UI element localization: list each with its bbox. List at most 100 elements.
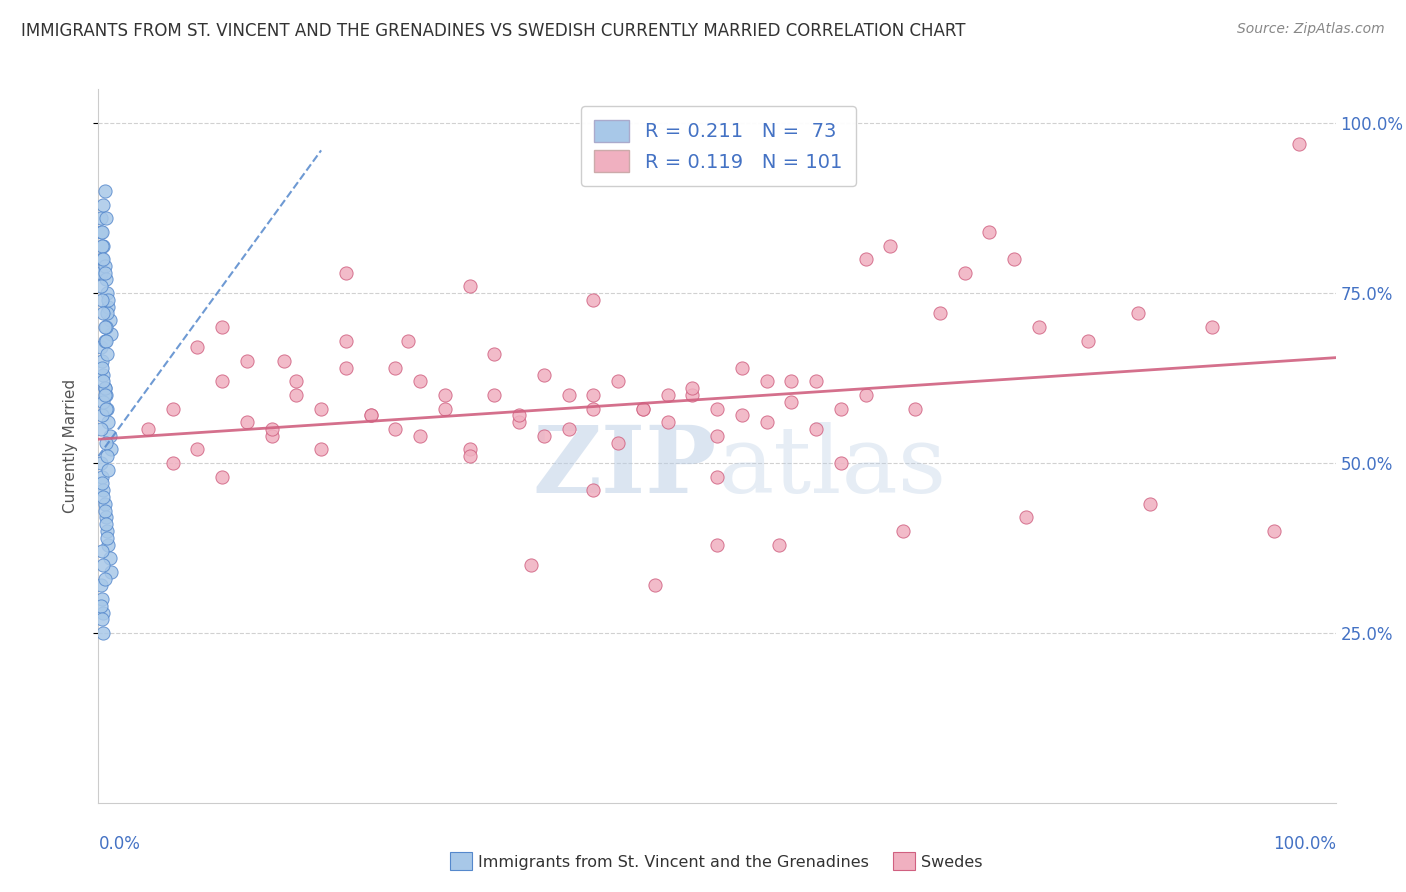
Text: Swedes: Swedes: [921, 855, 983, 870]
Point: [90, 341, 112, 355]
Text: IMMIGRANTS FROM ST. VINCENT AND THE GRENADINES VS SWEDISH CURRENTLY MARRIED CORR: IMMIGRANTS FROM ST. VINCENT AND THE GREN…: [21, 22, 966, 40]
Point: [285, 375, 308, 389]
Point: [1126, 306, 1149, 320]
Point: [904, 401, 927, 416]
Point: [97, 537, 120, 551]
Point: [681, 388, 703, 402]
Point: [93, 490, 115, 504]
Point: [855, 252, 877, 266]
Point: [100, 326, 122, 341]
Point: [93, 558, 115, 572]
Point: [706, 469, 728, 483]
Point: [94, 401, 117, 416]
Point: [93, 503, 115, 517]
Point: [91, 469, 114, 483]
Point: [94, 435, 117, 450]
Point: [96, 449, 118, 463]
Point: [533, 429, 555, 443]
Point: [533, 368, 555, 382]
Point: [93, 320, 115, 334]
Point: [93, 184, 115, 198]
Point: [631, 401, 654, 416]
Point: [90, 456, 112, 470]
Point: [236, 354, 259, 368]
Point: [285, 388, 308, 402]
Point: [582, 293, 605, 307]
Point: [91, 238, 114, 252]
Point: [96, 347, 118, 361]
Point: [607, 375, 630, 389]
Point: [607, 435, 630, 450]
Point: [768, 537, 790, 551]
Point: [1201, 320, 1223, 334]
Point: [93, 259, 115, 273]
Point: [97, 415, 120, 429]
Point: [211, 320, 233, 334]
Point: [804, 375, 827, 389]
Point: [928, 306, 950, 320]
Point: [260, 422, 283, 436]
Point: [1263, 524, 1285, 538]
Point: [360, 409, 382, 423]
Point: [91, 252, 114, 266]
Point: [335, 266, 357, 280]
Point: [93, 375, 115, 389]
Point: [731, 409, 754, 423]
Point: [731, 360, 754, 375]
Text: Source: ZipAtlas.com: Source: ZipAtlas.com: [1237, 22, 1385, 37]
Text: atlas: atlas: [717, 423, 946, 512]
Point: [93, 497, 115, 511]
Point: [93, 334, 115, 348]
Point: [804, 422, 827, 436]
Point: [582, 388, 605, 402]
Text: Immigrants from St. Vincent and the Grenadines: Immigrants from St. Vincent and the Gren…: [478, 855, 869, 870]
Point: [631, 401, 654, 416]
Point: [162, 401, 184, 416]
Point: [891, 524, 914, 538]
Point: [91, 476, 114, 491]
Point: [384, 360, 406, 375]
Point: [97, 463, 120, 477]
Point: [93, 572, 115, 586]
Point: [458, 279, 481, 293]
Point: [186, 442, 208, 457]
Point: [335, 334, 357, 348]
Point: [96, 531, 118, 545]
Point: [93, 252, 115, 266]
Point: [90, 225, 112, 239]
Point: [93, 606, 115, 620]
Point: [508, 409, 530, 423]
Point: [409, 429, 432, 443]
Point: [93, 238, 115, 252]
Point: [94, 334, 117, 348]
Point: [780, 375, 803, 389]
Point: [582, 401, 605, 416]
Point: [409, 375, 432, 389]
Point: [260, 429, 283, 443]
Point: [90, 266, 112, 280]
Point: [91, 544, 114, 558]
Point: [97, 300, 120, 314]
Point: [98, 551, 121, 566]
Point: [91, 612, 114, 626]
Point: [186, 341, 208, 355]
Point: [1077, 334, 1099, 348]
Point: [94, 320, 117, 334]
Point: [94, 388, 117, 402]
Text: 0.0%: 0.0%: [98, 835, 141, 853]
Point: [1015, 510, 1038, 524]
Point: [458, 449, 481, 463]
Point: [384, 422, 406, 436]
Point: [94, 272, 117, 286]
Point: [94, 517, 117, 532]
Point: [484, 347, 506, 361]
Point: [98, 313, 121, 327]
Point: [100, 442, 122, 457]
Point: [657, 388, 679, 402]
Point: [273, 354, 295, 368]
Point: [93, 266, 115, 280]
Point: [706, 429, 728, 443]
Point: [433, 401, 456, 416]
Point: [582, 483, 605, 498]
Point: [309, 401, 332, 416]
